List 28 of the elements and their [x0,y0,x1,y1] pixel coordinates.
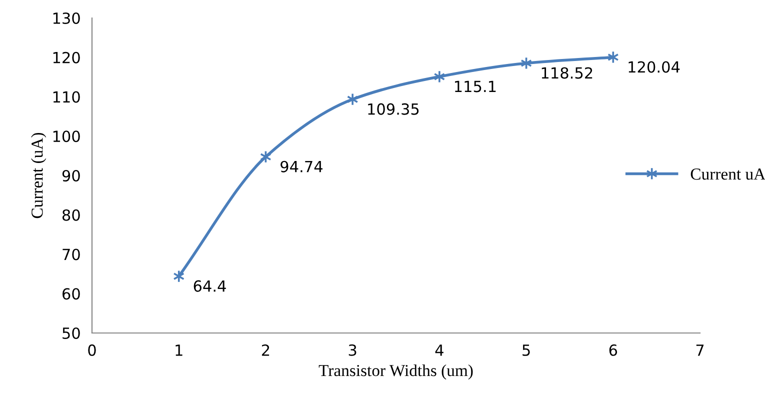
y-tick-label: 120 [53,52,80,64]
data-label: 94.74 [280,160,322,172]
x-tick-label: 5 [522,344,530,356]
y-tick-label: 80 [62,209,80,221]
y-tick-label: 70 [62,248,80,260]
point [607,50,619,64]
data-label: 115.1 [454,80,496,92]
data-label: 109.35 [368,103,419,115]
y-tick-label: 60 [62,288,80,300]
x-tick-label: 2 [262,344,270,356]
data-label: 120.04 [628,61,680,73]
x-tick-label: 0 [88,344,96,356]
y-tick-label: 90 [62,170,80,182]
y-tick-label: 100 [53,130,80,142]
point [173,270,185,283]
x-tick-label: 1 [176,344,182,356]
x-tick-label: 7 [696,344,704,356]
x-tick-label: 4 [435,344,444,356]
y-tick-label: 50 [62,327,80,340]
y-tick-label: 130 [53,12,80,24]
y-axis-title: Current (uA) [31,132,46,218]
data-label: 64.4 [194,280,226,292]
x-axis-title: Transistor Widths (um) [318,364,473,380]
data-label: 118.52 [542,67,592,79]
x-tick-label: 3 [348,344,356,356]
y-tick-label: 110 [53,91,80,103]
x-tick-label: 6 [609,344,618,356]
legend-label: Current uA [690,168,765,180]
